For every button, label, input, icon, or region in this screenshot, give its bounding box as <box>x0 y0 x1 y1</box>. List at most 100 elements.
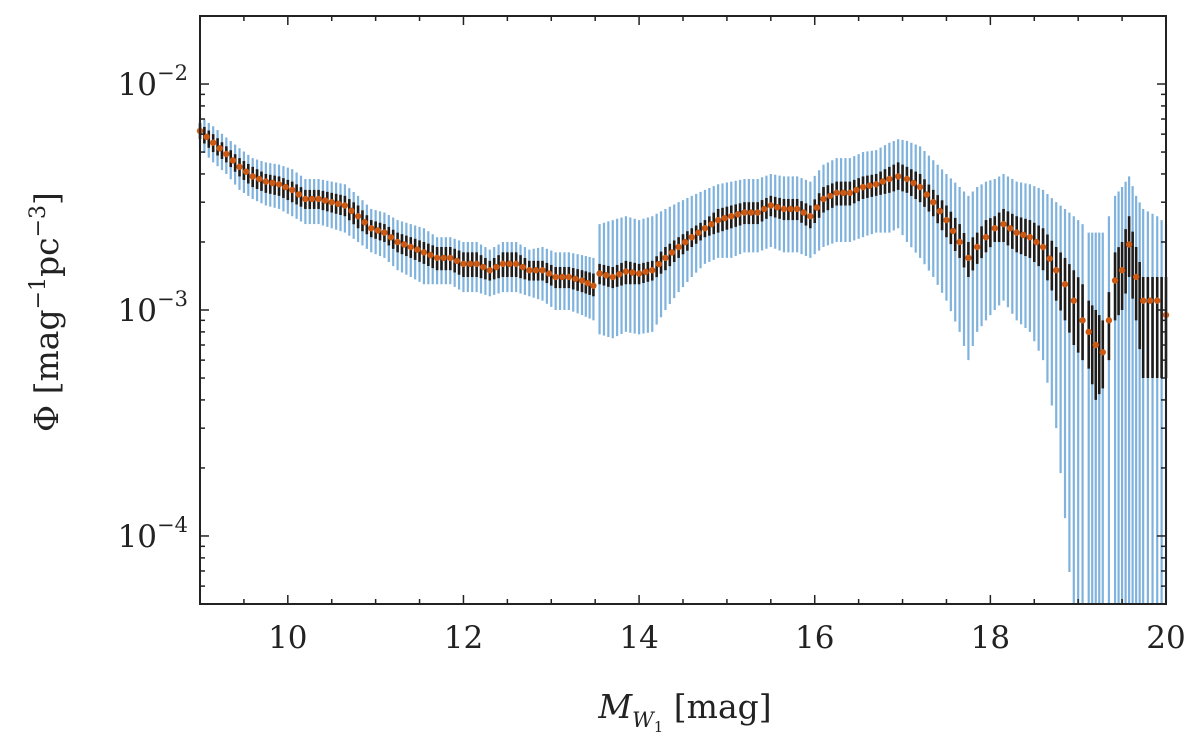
data-point <box>427 251 434 259</box>
data-point <box>1070 297 1077 304</box>
data-point <box>642 268 649 276</box>
plot-marks <box>196 116 1170 604</box>
data-point <box>780 205 788 213</box>
data-point <box>873 181 880 188</box>
data-point <box>341 202 349 209</box>
data-point <box>223 150 230 158</box>
data-point <box>295 191 302 198</box>
data-point <box>596 270 603 277</box>
data-point <box>721 214 728 222</box>
data-point <box>539 267 546 274</box>
data-point <box>668 249 676 256</box>
data-point <box>649 267 656 274</box>
data-point <box>616 271 623 278</box>
data-point <box>328 198 335 206</box>
data-point <box>519 263 526 271</box>
data-point <box>1033 238 1040 246</box>
data-point <box>473 260 480 268</box>
data-point <box>695 229 702 236</box>
data-point <box>813 204 821 211</box>
data-point <box>387 234 395 241</box>
data-point <box>480 263 487 271</box>
y-axis-title-prefix: Φ [mag <box>27 309 66 432</box>
x-tick-label: 18 <box>971 620 1010 656</box>
data-point <box>747 209 755 216</box>
data-point <box>859 183 867 191</box>
data-point <box>688 233 695 241</box>
data-point <box>1039 243 1047 251</box>
data-point <box>675 243 682 251</box>
data-point <box>1000 220 1007 228</box>
data-point <box>761 205 768 213</box>
data-point <box>1046 255 1053 262</box>
data-point <box>256 175 263 183</box>
data-point <box>335 200 342 208</box>
data-point <box>526 267 533 274</box>
data-point <box>242 168 250 175</box>
data-point <box>315 195 322 203</box>
data-point <box>512 260 520 268</box>
y-tick-label: 10−2 <box>118 61 188 103</box>
data-point <box>572 275 579 282</box>
data-point <box>1118 267 1126 274</box>
data-point <box>262 178 270 185</box>
data-point <box>1132 273 1140 281</box>
x-axis-ticks: 10 12 14 16 18 20 <box>199 16 1186 656</box>
data-point <box>1079 317 1086 324</box>
data-point <box>879 178 886 185</box>
data-point <box>840 189 847 197</box>
data-point <box>741 209 748 216</box>
data-point <box>545 270 553 277</box>
data-point <box>866 182 873 189</box>
data-point <box>1085 328 1092 336</box>
data-point <box>400 241 408 248</box>
y-tick-label: 10−3 <box>118 287 188 329</box>
data-point <box>629 269 636 276</box>
data-point <box>774 204 781 211</box>
data-point <box>433 254 441 262</box>
data-point <box>1139 297 1147 304</box>
data-point <box>886 175 893 183</box>
data-point <box>1146 297 1154 304</box>
data-point <box>807 213 814 220</box>
data-point <box>1111 277 1119 284</box>
data-point <box>275 181 283 188</box>
data-point <box>973 243 981 251</box>
data-point <box>1092 341 1099 349</box>
data-point <box>374 227 382 234</box>
data-point <box>216 145 223 152</box>
y-axis-title: Φ [mag−1pc−3] <box>26 192 66 432</box>
x-tick-label: 14 <box>619 620 658 656</box>
data-point <box>321 197 329 204</box>
data-point <box>203 133 210 141</box>
data-point <box>1026 233 1034 241</box>
data-point <box>368 225 375 232</box>
data-point <box>209 139 217 146</box>
data-point <box>903 175 911 183</box>
data-point <box>236 163 243 171</box>
data-point <box>269 179 276 187</box>
data-point <box>956 238 963 246</box>
data-point <box>949 227 957 235</box>
data-point <box>361 219 368 226</box>
data-point <box>453 257 461 265</box>
data-point <box>714 216 722 224</box>
data-point <box>302 195 309 203</box>
data-point <box>499 260 507 268</box>
data-point <box>1099 349 1106 356</box>
data-point <box>394 238 401 246</box>
data-point <box>506 260 513 268</box>
data-point <box>787 205 794 213</box>
x-tick-label: 20 <box>1146 620 1185 656</box>
data-point <box>930 198 937 206</box>
data-point <box>565 273 573 281</box>
data-point <box>635 270 643 277</box>
data-point <box>420 249 428 256</box>
data-point <box>1125 241 1133 248</box>
y-tick-label: 10−4 <box>118 513 188 555</box>
data-point <box>833 189 840 197</box>
y-axis-ticks: 10−2 10−3 10−4 <box>118 15 1166 605</box>
x-axis-title-unit: [mag] <box>663 687 771 726</box>
data-point <box>407 243 414 251</box>
